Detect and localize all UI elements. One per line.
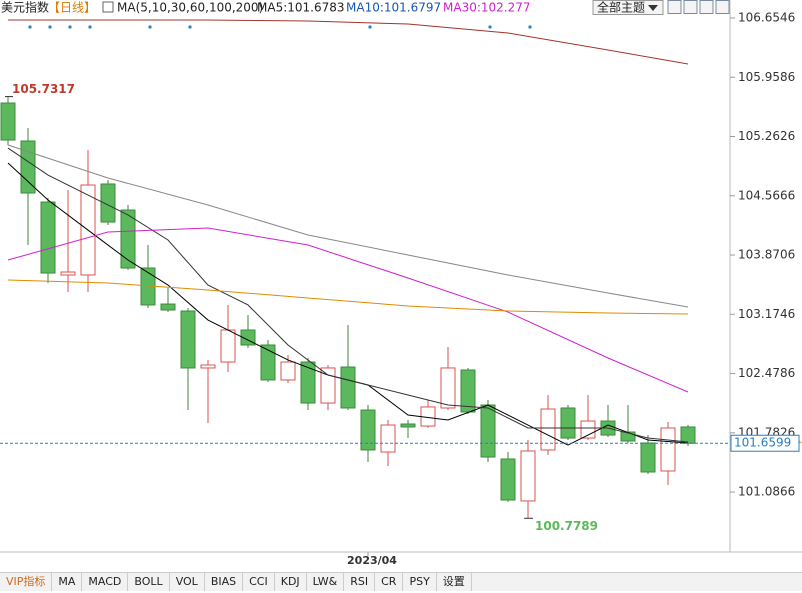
period[interactable]: 【日线】 <box>48 1 96 15</box>
y-tick-label: 106.6546 <box>738 10 795 24</box>
x-tick-label: 2023/04 <box>347 554 397 567</box>
indicator-tab[interactable]: VIP指标 <box>0 573 53 591</box>
candle-body <box>680 426 696 444</box>
symbol: 美元指数 <box>1 0 49 15</box>
ma30-value: MA30:102.277 <box>443 1 531 15</box>
indicator-tab[interactable]: BOLL <box>128 573 170 591</box>
candle-body <box>380 424 396 453</box>
event-markers <box>28 25 532 29</box>
max-label: 105.7317 <box>12 82 75 96</box>
header-bg <box>0 0 592 15</box>
dropdown-arrow <box>648 5 658 11</box>
indicator-tab[interactable]: CR <box>375 573 404 591</box>
candle-body <box>180 310 196 369</box>
ma-line <box>7 144 689 308</box>
min-label: 100.7789 <box>535 519 598 533</box>
candle-body <box>280 361 296 381</box>
candle-body <box>520 450 536 502</box>
last-price-label: 101.6599 <box>734 436 791 450</box>
candle-body <box>40 201 56 274</box>
ma-label: MA(5,10,30,60,100,200) <box>117 1 263 15</box>
candle-body <box>220 329 236 363</box>
last-price-box <box>730 434 800 452</box>
indicator-tab[interactable]: KDJ <box>275 573 307 591</box>
y-tick-label: 101.0866 <box>738 485 795 499</box>
candle-body <box>660 427 676 472</box>
theme-button[interactable]: 全部主题 <box>592 0 664 15</box>
candle-body <box>160 303 176 311</box>
y-tick-label: 103.8706 <box>738 248 795 262</box>
indicator-tab[interactable]: MA <box>52 573 83 591</box>
ma-line <box>7 227 689 393</box>
indicator-tab[interactable]: RSI <box>344 573 376 591</box>
theme-button-box[interactable] <box>592 0 664 15</box>
ma-line <box>7 147 689 443</box>
candle-body <box>640 442 656 473</box>
theme-button-label[interactable]: 全部主题 <box>597 0 645 15</box>
candle-body <box>400 423 416 428</box>
indicator-tab[interactable]: VOL <box>170 573 205 591</box>
candle-body <box>0 102 16 141</box>
y-tick-label: 105.2626 <box>738 129 795 143</box>
candle-body <box>440 367 456 409</box>
candle-body <box>560 407 576 439</box>
indicator-tab[interactable]: PSY <box>403 573 437 591</box>
y-tick-label: 105.9586 <box>738 70 795 84</box>
candle-body <box>320 367 336 404</box>
indicator-tab[interactable]: LW& <box>307 573 345 591</box>
candle-body <box>20 140 36 194</box>
candle-body <box>100 183 116 223</box>
indicator-tab[interactable]: MACD <box>82 573 129 591</box>
candle-body <box>340 366 356 409</box>
indicator-tab[interactable]: 设置 <box>437 573 472 591</box>
ma10-value: MA10:101.6797 <box>346 1 441 15</box>
candle-body <box>120 209 136 269</box>
ma5-value: MA5:101.6783 <box>257 1 345 15</box>
toolbar-icons[interactable] <box>667 0 730 14</box>
candle-body <box>60 271 76 276</box>
ma-line <box>8 19 689 65</box>
indicator-tab[interactable]: BIAS <box>205 573 244 591</box>
ma-icon[interactable] <box>102 1 114 13</box>
y-tick-label: 103.1746 <box>738 307 795 321</box>
candle-body <box>300 361 316 404</box>
ma-line <box>7 279 689 315</box>
candle-body <box>260 344 276 381</box>
candle-body <box>480 404 496 458</box>
y-tick-label: 104.5666 <box>738 188 795 202</box>
indicator-tabs: VIP指标 MA MACD BOLL VOL BIAS CCI KDJ LW& RSI CR PSY 设… <box>0 572 802 591</box>
candle-body <box>540 408 556 451</box>
indicator-tab[interactable]: CCI <box>243 573 275 591</box>
chart: 美元指数 【日线】 MA(5,10,30,60,100,200) MA5:101… <box>0 0 802 567</box>
candle-body <box>200 364 216 369</box>
candle-body <box>360 409 376 451</box>
y-tick-label: 102.4786 <box>738 366 795 380</box>
candle-body <box>500 458 516 501</box>
